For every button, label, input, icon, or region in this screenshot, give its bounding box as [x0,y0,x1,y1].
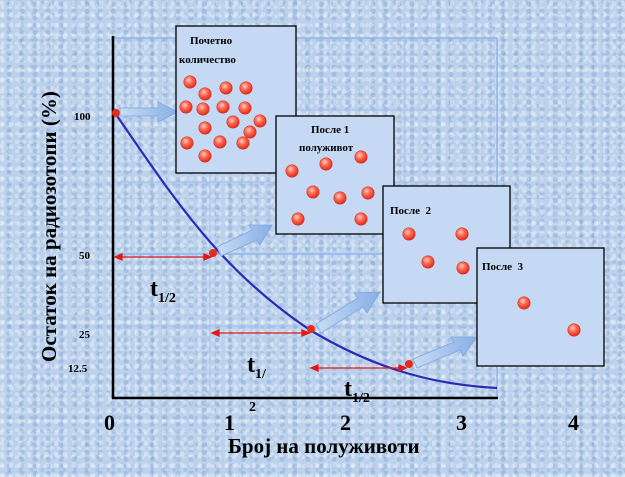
half-life-arrow [113,253,213,261]
atom [456,261,470,275]
atom [421,255,435,269]
transfer-arrow [412,336,478,369]
atom-group [517,296,581,337]
box-title-line: После 2 [390,205,431,217]
x-axis-title: Број на полуживоти [228,434,420,458]
half-life-arrow [309,364,408,372]
atom [291,212,305,226]
atom [285,164,299,178]
atom [567,323,581,337]
after-three-half-lives-box: После 3 [476,247,605,367]
x-tick-label: 3 [456,410,467,435]
transfer-arrows [119,101,478,369]
y-tick-label: 50 [79,250,91,262]
y-tick-label: 100 [74,111,91,123]
initial-amount-box: Почетно количество [175,25,297,174]
half-life-arrow [210,329,311,337]
atom [213,135,227,149]
atom [239,81,253,95]
curve-point [307,325,315,333]
atom [354,150,368,164]
atom [180,136,194,150]
decay-curve [114,112,498,390]
atom [196,102,210,116]
half-life-label: t1/2 [344,376,370,406]
box-title-line: количество [179,54,236,66]
y-axis-title: Остаток на радиозотопи (%) [37,91,61,362]
curve-point [405,360,413,368]
curve-point [209,249,217,257]
atom [219,81,233,95]
atom [238,101,252,115]
atom [253,114,267,128]
atom [333,191,347,205]
atom [236,136,250,150]
box-title-line: После 1 [311,124,349,136]
atom [226,115,240,129]
x-tick-label: 4 [568,410,579,435]
after-one-half-life-box: После 1 полуживот [275,115,395,235]
x-tick-label: 2 [340,410,351,435]
x-tick-label: 1 [224,410,235,435]
box-title-line: Почетно [190,35,233,47]
atom [319,157,333,171]
y-tick-label: 12.5 [68,363,88,375]
half-life-label: t1/ [247,352,267,382]
atom [216,100,230,114]
transfer-arrow [216,224,273,257]
box-title-line: После 3 [482,261,523,273]
half-life-arrows [113,253,408,372]
transfer-arrow [119,101,179,123]
atom [198,121,212,135]
atom-group [402,227,470,275]
atom-group [179,75,267,163]
axes [111,36,498,400]
y-tick-label: 25 [79,329,91,341]
atom [198,149,212,163]
atom [517,296,531,310]
transfer-arrow [315,291,381,334]
atom [354,212,368,226]
atom [455,227,469,241]
atom [198,87,212,101]
curve-point [112,109,120,117]
atom [243,125,257,139]
box-title-line: полуживот [299,142,354,154]
half-life-label: t1/2 [150,276,176,306]
atom [306,185,320,199]
half-life-label-overflow: 2 [249,400,256,415]
atom [183,75,197,89]
atom [179,100,193,114]
atom [402,227,416,241]
x-tick-label: 0 [104,410,115,435]
atom [361,186,375,200]
atom-group [285,150,375,226]
